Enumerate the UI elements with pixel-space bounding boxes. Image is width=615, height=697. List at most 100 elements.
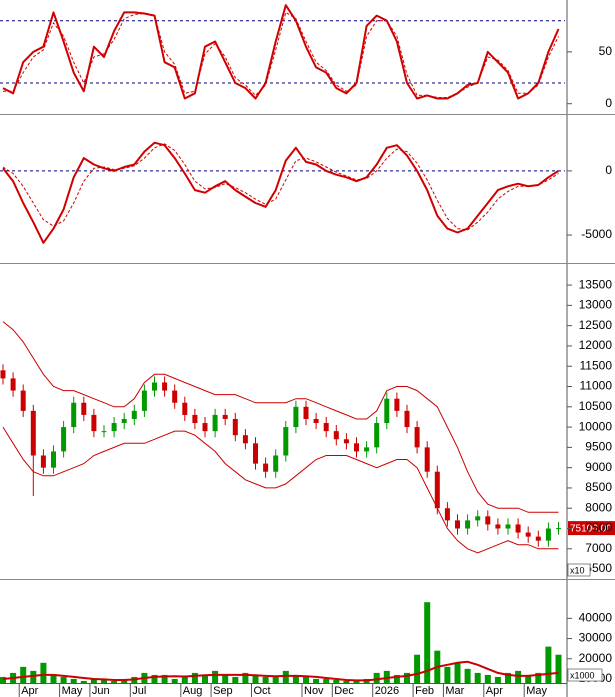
y-tick-label: 0 bbox=[605, 96, 612, 110]
last-price-label: 75100.00 bbox=[570, 524, 612, 535]
volume-bar bbox=[525, 674, 532, 683]
candle-body bbox=[81, 402, 87, 415]
y-tick-label: 12000 bbox=[579, 338, 613, 352]
candle-body bbox=[465, 520, 471, 529]
x-tick-label: Apr bbox=[486, 685, 503, 697]
multiplier-label: x1000 bbox=[570, 670, 595, 680]
volume-bar bbox=[202, 674, 208, 683]
volume-bar bbox=[383, 670, 390, 683]
volume-bar bbox=[60, 676, 67, 683]
candle-body bbox=[475, 516, 481, 521]
volume-bar bbox=[444, 666, 451, 683]
volume-bar bbox=[484, 674, 491, 683]
x-tick-label: Aug bbox=[183, 685, 203, 697]
x-tick-label: Apr bbox=[21, 685, 38, 697]
volume-bar bbox=[111, 680, 118, 683]
candle-body bbox=[283, 427, 289, 456]
candle-body bbox=[222, 414, 228, 419]
y-tick-label: 7000 bbox=[585, 541, 612, 555]
volume-bar bbox=[555, 654, 562, 683]
x-tick-label: 2026 bbox=[375, 685, 399, 697]
candle-body bbox=[141, 390, 147, 411]
volume-bar bbox=[292, 674, 299, 683]
y-tick-label: 10500 bbox=[579, 399, 613, 413]
volume-bar bbox=[373, 672, 380, 683]
volume-bar bbox=[0, 676, 6, 683]
y-tick-label: 20000 bbox=[579, 651, 613, 665]
candle-body bbox=[313, 418, 319, 424]
volume-bar bbox=[353, 680, 360, 683]
candle-body bbox=[172, 390, 178, 403]
candle-body bbox=[343, 439, 349, 444]
candle-body bbox=[253, 443, 258, 464]
candle-body bbox=[303, 406, 309, 419]
volume-bar bbox=[212, 670, 219, 683]
candle-body bbox=[182, 402, 188, 415]
multiplier-box bbox=[567, 563, 591, 577]
candle-body bbox=[71, 402, 77, 428]
candle-body bbox=[495, 524, 501, 529]
volume-bar bbox=[343, 680, 350, 683]
y-tick-label: 40000 bbox=[579, 611, 613, 625]
volume-bar bbox=[282, 670, 289, 683]
volume-bar bbox=[545, 646, 552, 683]
volume-bar bbox=[40, 662, 47, 683]
last-price-box bbox=[568, 521, 615, 536]
volume-bar bbox=[505, 672, 511, 683]
candle-body bbox=[212, 414, 218, 432]
candle-body bbox=[61, 427, 67, 452]
candle-body bbox=[121, 418, 127, 424]
volume-bar bbox=[424, 602, 431, 683]
candle-body bbox=[545, 528, 551, 541]
candle-body bbox=[535, 536, 541, 541]
candle-body bbox=[232, 418, 238, 436]
y-tick-label: 8500 bbox=[585, 480, 612, 494]
candle-body bbox=[192, 414, 198, 424]
y-tick-label: 11500 bbox=[580, 358, 613, 372]
candle-body bbox=[111, 423, 117, 432]
volume-bar bbox=[20, 666, 27, 683]
candle-body bbox=[162, 382, 168, 391]
candle-body bbox=[323, 423, 329, 432]
indicator-line bbox=[2, 4, 560, 100]
y-tick-label: 0 bbox=[605, 163, 612, 177]
bollinger-band bbox=[2, 321, 559, 513]
y-tick-label: 30000 bbox=[579, 631, 613, 645]
x-tick-label: Jul bbox=[132, 685, 146, 697]
volume-bar bbox=[393, 674, 400, 683]
y-tick-label: 12500 bbox=[579, 318, 613, 332]
multiplier-box bbox=[567, 668, 603, 682]
multiplier-label: x10 bbox=[570, 565, 585, 575]
volume-bar bbox=[232, 676, 239, 683]
volume-bar bbox=[90, 678, 97, 683]
volume-bar bbox=[50, 674, 57, 683]
x-tick-label: Mar bbox=[445, 685, 464, 697]
y-tick-label: 13000 bbox=[579, 298, 613, 312]
x-tick-label: Oct bbox=[254, 685, 271, 697]
volume-bar bbox=[171, 678, 178, 683]
candle-body bbox=[354, 443, 359, 452]
y-tick-label: 7500 bbox=[585, 521, 612, 535]
volume-bar bbox=[474, 672, 481, 683]
candle-body bbox=[414, 427, 420, 448]
y-tick-label: 13500 bbox=[579, 277, 613, 291]
volume-bar bbox=[404, 672, 410, 683]
y-tick-label: 9500 bbox=[585, 440, 612, 454]
volume-bar bbox=[181, 676, 188, 683]
volume-bar bbox=[272, 676, 279, 683]
candle-body bbox=[293, 406, 299, 428]
bollinger-band bbox=[2, 426, 559, 554]
candle-body bbox=[263, 463, 269, 472]
candle-body bbox=[404, 410, 410, 428]
candle-body bbox=[384, 398, 390, 424]
candle-body bbox=[434, 471, 440, 509]
volume-bar bbox=[161, 674, 168, 683]
volume-bar bbox=[252, 674, 259, 683]
x-tick-label: Nov bbox=[304, 685, 324, 697]
x-tick-label: May bbox=[526, 685, 547, 697]
volume-bar bbox=[303, 676, 309, 683]
volume-bar bbox=[222, 674, 229, 683]
y-tick-label: 6500 bbox=[585, 561, 612, 575]
